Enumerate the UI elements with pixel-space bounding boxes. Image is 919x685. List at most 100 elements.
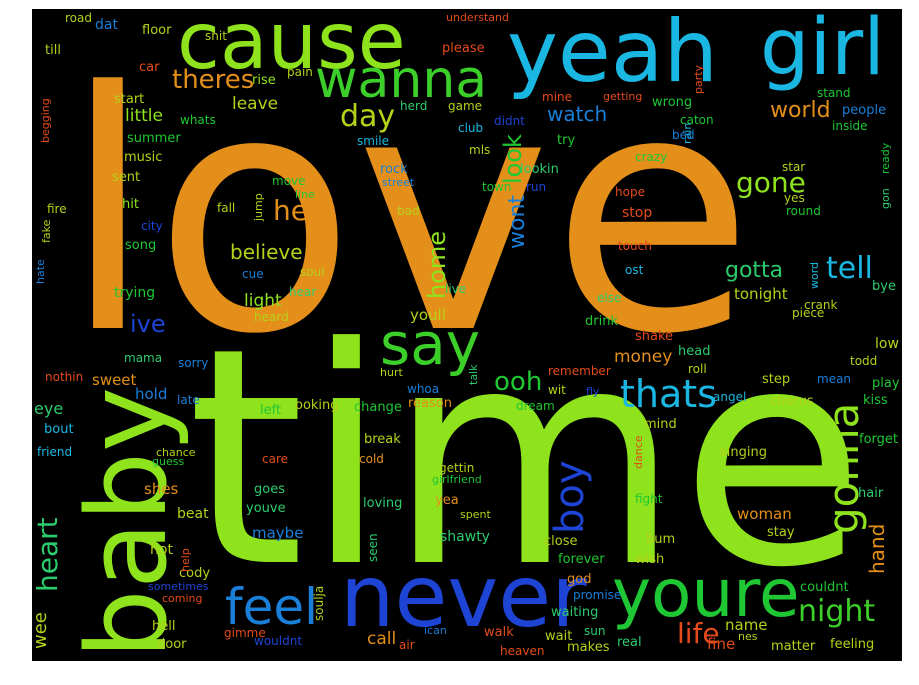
word-little: little xyxy=(125,106,163,126)
word-caton: caton xyxy=(680,113,714,127)
word-feel: feel xyxy=(225,578,319,636)
word-herd: herd xyxy=(400,99,428,113)
word-please: please xyxy=(442,41,485,56)
word-touch: touch xyxy=(618,239,652,253)
word-hey: hey xyxy=(273,194,325,227)
word-yea: yea xyxy=(435,493,459,508)
word-heart: heart xyxy=(32,517,64,592)
word-trying: trying xyxy=(114,285,156,301)
word-till: till xyxy=(45,43,61,58)
word-hair: hair xyxy=(858,486,884,501)
word-shawty: shawty xyxy=(440,529,490,545)
word-town: town xyxy=(482,180,512,194)
word-matter: matter xyxy=(771,639,816,654)
word-beat: beat xyxy=(177,506,209,522)
word-sorry: sorry xyxy=(178,356,209,370)
word-ost: ost xyxy=(625,263,644,277)
word-reason: reason xyxy=(408,396,452,411)
word-cold: cold xyxy=(359,452,384,466)
word-waiting: waiting xyxy=(551,605,599,620)
word-care: care xyxy=(262,452,289,466)
word-wish: wish xyxy=(635,552,665,567)
word-angel: angel xyxy=(713,390,747,404)
word-head: head xyxy=(678,344,711,359)
word-name: name xyxy=(725,616,768,634)
word-hit: hit xyxy=(122,197,139,212)
word-air: air xyxy=(399,638,415,652)
word-hurt: hurt xyxy=(380,366,403,379)
word-youre: youre xyxy=(612,555,800,632)
word-move: move xyxy=(272,174,306,188)
word-mama: mama xyxy=(124,351,163,365)
word-spent: spent xyxy=(460,508,491,521)
word-makes: makes xyxy=(567,640,610,655)
word-nothin: nothin xyxy=(45,370,84,384)
word-loving: loving xyxy=(363,496,403,511)
word-money: money xyxy=(614,347,673,367)
word-lookin: lookin xyxy=(520,162,559,177)
word-god: god xyxy=(567,572,592,587)
word-nes: nes xyxy=(738,630,758,643)
word-whats: whats xyxy=(180,113,216,127)
word-dat: dat xyxy=(95,17,118,33)
word-cloud: love time yeah girl cause wanna baby nev… xyxy=(32,9,902,661)
word-girl: girl xyxy=(760,9,885,93)
word-talk: talk xyxy=(467,364,480,385)
word-call: call xyxy=(367,629,397,649)
word-bad: bad xyxy=(397,204,420,218)
word-ican: ican xyxy=(424,624,447,637)
word-wait: wait xyxy=(545,629,573,644)
word-wit: wit xyxy=(548,383,566,397)
word-city: city xyxy=(141,219,163,233)
word-hell: hell xyxy=(152,619,176,634)
word-friend: friend xyxy=(37,445,73,459)
word-chorus: chorus xyxy=(770,394,814,409)
word-day: day xyxy=(340,99,396,134)
word-drink: drink xyxy=(585,314,618,329)
word-sun: sun xyxy=(584,624,606,638)
word-roll: roll xyxy=(688,362,707,376)
word-gon: gon xyxy=(879,188,892,209)
word-todd: todd xyxy=(850,354,878,368)
word-piece: piece xyxy=(792,306,825,320)
word-forever: forever xyxy=(558,552,605,567)
word-ooking: ooking xyxy=(295,398,339,413)
word-live: live xyxy=(445,282,467,296)
word-cause: cause xyxy=(177,9,406,87)
word-walk: walk xyxy=(484,625,514,640)
word-shes: shes xyxy=(144,480,179,498)
word-sweet: sweet xyxy=(92,371,137,389)
word-theres: theres xyxy=(172,65,255,95)
word-floor: floor xyxy=(142,23,172,38)
word-soul: soul xyxy=(300,265,325,279)
word-fine: fine xyxy=(707,635,736,653)
word-cue: cue xyxy=(242,267,264,281)
word-whoa: whoa xyxy=(407,382,440,396)
word-youve: youve xyxy=(246,501,286,516)
word-shake: shake xyxy=(635,329,674,344)
word-try: try xyxy=(557,133,576,148)
word-chance: chance xyxy=(156,446,196,459)
word-run: run xyxy=(526,180,547,194)
word-coming: coming xyxy=(162,592,203,605)
word-gotta: gotta xyxy=(725,258,784,283)
word-hand: hand xyxy=(865,523,889,574)
word-woman: woman xyxy=(737,505,792,523)
word-kiss: kiss xyxy=(863,393,888,408)
word-play: play xyxy=(872,376,900,391)
word-round: round xyxy=(786,204,821,218)
word-pain: pain xyxy=(287,65,313,79)
word-heaven: heaven xyxy=(500,644,545,658)
word-love: love xyxy=(62,22,754,406)
word-remember: remember xyxy=(548,364,611,378)
word-low: low xyxy=(875,336,899,352)
word-maybe: maybe xyxy=(252,524,304,542)
word-smile: smile xyxy=(357,134,389,148)
word-wanna: wanna xyxy=(315,50,488,110)
word-youll: youll xyxy=(410,306,446,324)
word-fall: fall xyxy=(217,201,236,215)
word-dance: dance xyxy=(632,435,645,469)
word-life: life xyxy=(677,617,720,650)
word-break: break xyxy=(364,432,401,447)
word-believe: believe xyxy=(230,240,303,264)
